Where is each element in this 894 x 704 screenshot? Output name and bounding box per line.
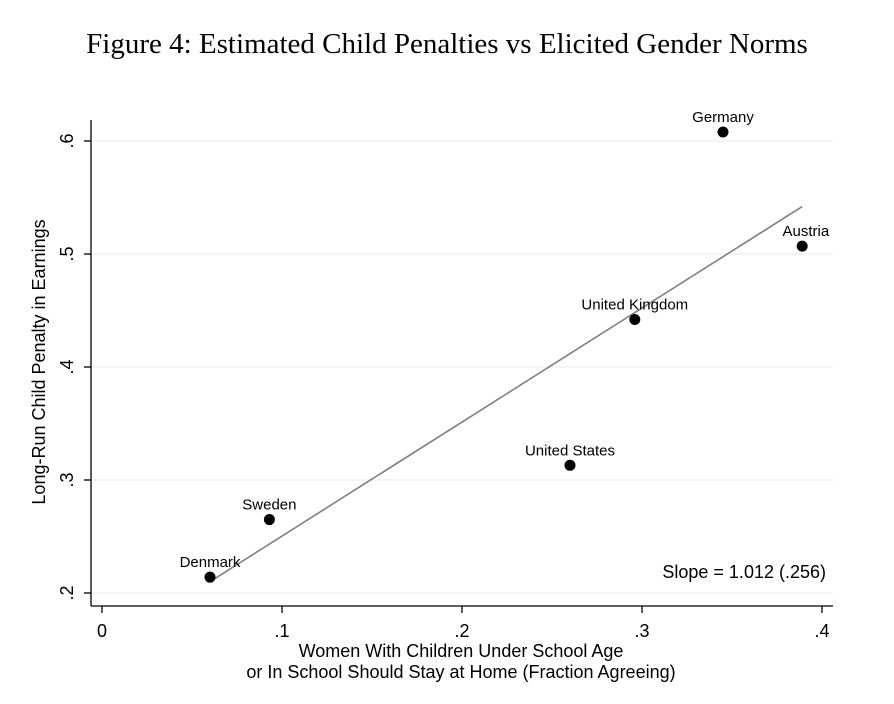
x-tick-label: 0 [97, 621, 107, 641]
point-labels: Denmark Sweden United States United Kingdom… [180, 109, 830, 571]
point-label: Denmark [180, 554, 241, 571]
y-axis-label: Long-Run Child Penalty in Earnings [29, 219, 49, 504]
y-tick-label: .2 [57, 585, 77, 600]
y-tick-label: .5 [57, 246, 77, 261]
data-point [796, 240, 808, 252]
point-label: United Kingdom [581, 297, 688, 314]
data-point [629, 314, 641, 326]
y-tick-label: .4 [57, 359, 77, 374]
point-label: Austria [783, 223, 830, 240]
point-label: United States [525, 442, 615, 459]
x-tick-label: .3 [634, 621, 649, 641]
figure-title: Figure 4: Estimated Child Penalties vs E… [86, 28, 808, 60]
point-label: Germany [692, 109, 754, 126]
y-tick-label: .6 [57, 133, 77, 148]
data-points [204, 126, 808, 583]
x-tick-label: .4 [814, 621, 829, 641]
slope-annotation: Slope = 1.012 (.256) [662, 562, 826, 582]
x-tick-label: .2 [454, 621, 469, 641]
data-point [204, 571, 216, 583]
data-point [564, 459, 576, 471]
x-axis-label-line-1: Women With Children Under School Age [299, 641, 624, 661]
data-point [263, 514, 275, 526]
axes: .2 .3 .4 .5 .6 0 .1 .2 .3 .4 [57, 120, 833, 641]
grid-lines [92, 140, 833, 594]
fit-line [209, 205, 803, 583]
point-label: Sweden [242, 497, 296, 514]
data-point [717, 126, 729, 138]
fit-line-group [209, 205, 803, 583]
x-tick-label: .1 [274, 621, 289, 641]
x-axis-label-line-2: or In School Should Stay at Home (Fracti… [246, 662, 675, 682]
y-tick-label: .3 [57, 472, 77, 487]
